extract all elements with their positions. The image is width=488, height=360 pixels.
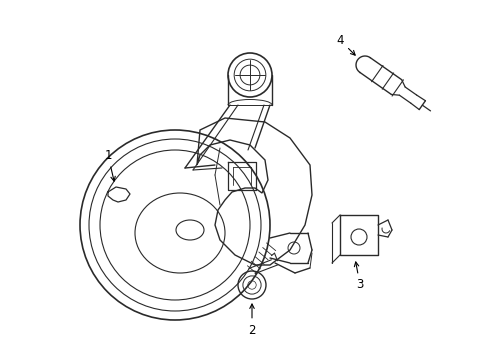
Text: 1: 1 [104,149,115,181]
Text: 4: 4 [336,33,354,55]
Text: 2: 2 [248,304,255,337]
Text: 3: 3 [354,262,363,292]
